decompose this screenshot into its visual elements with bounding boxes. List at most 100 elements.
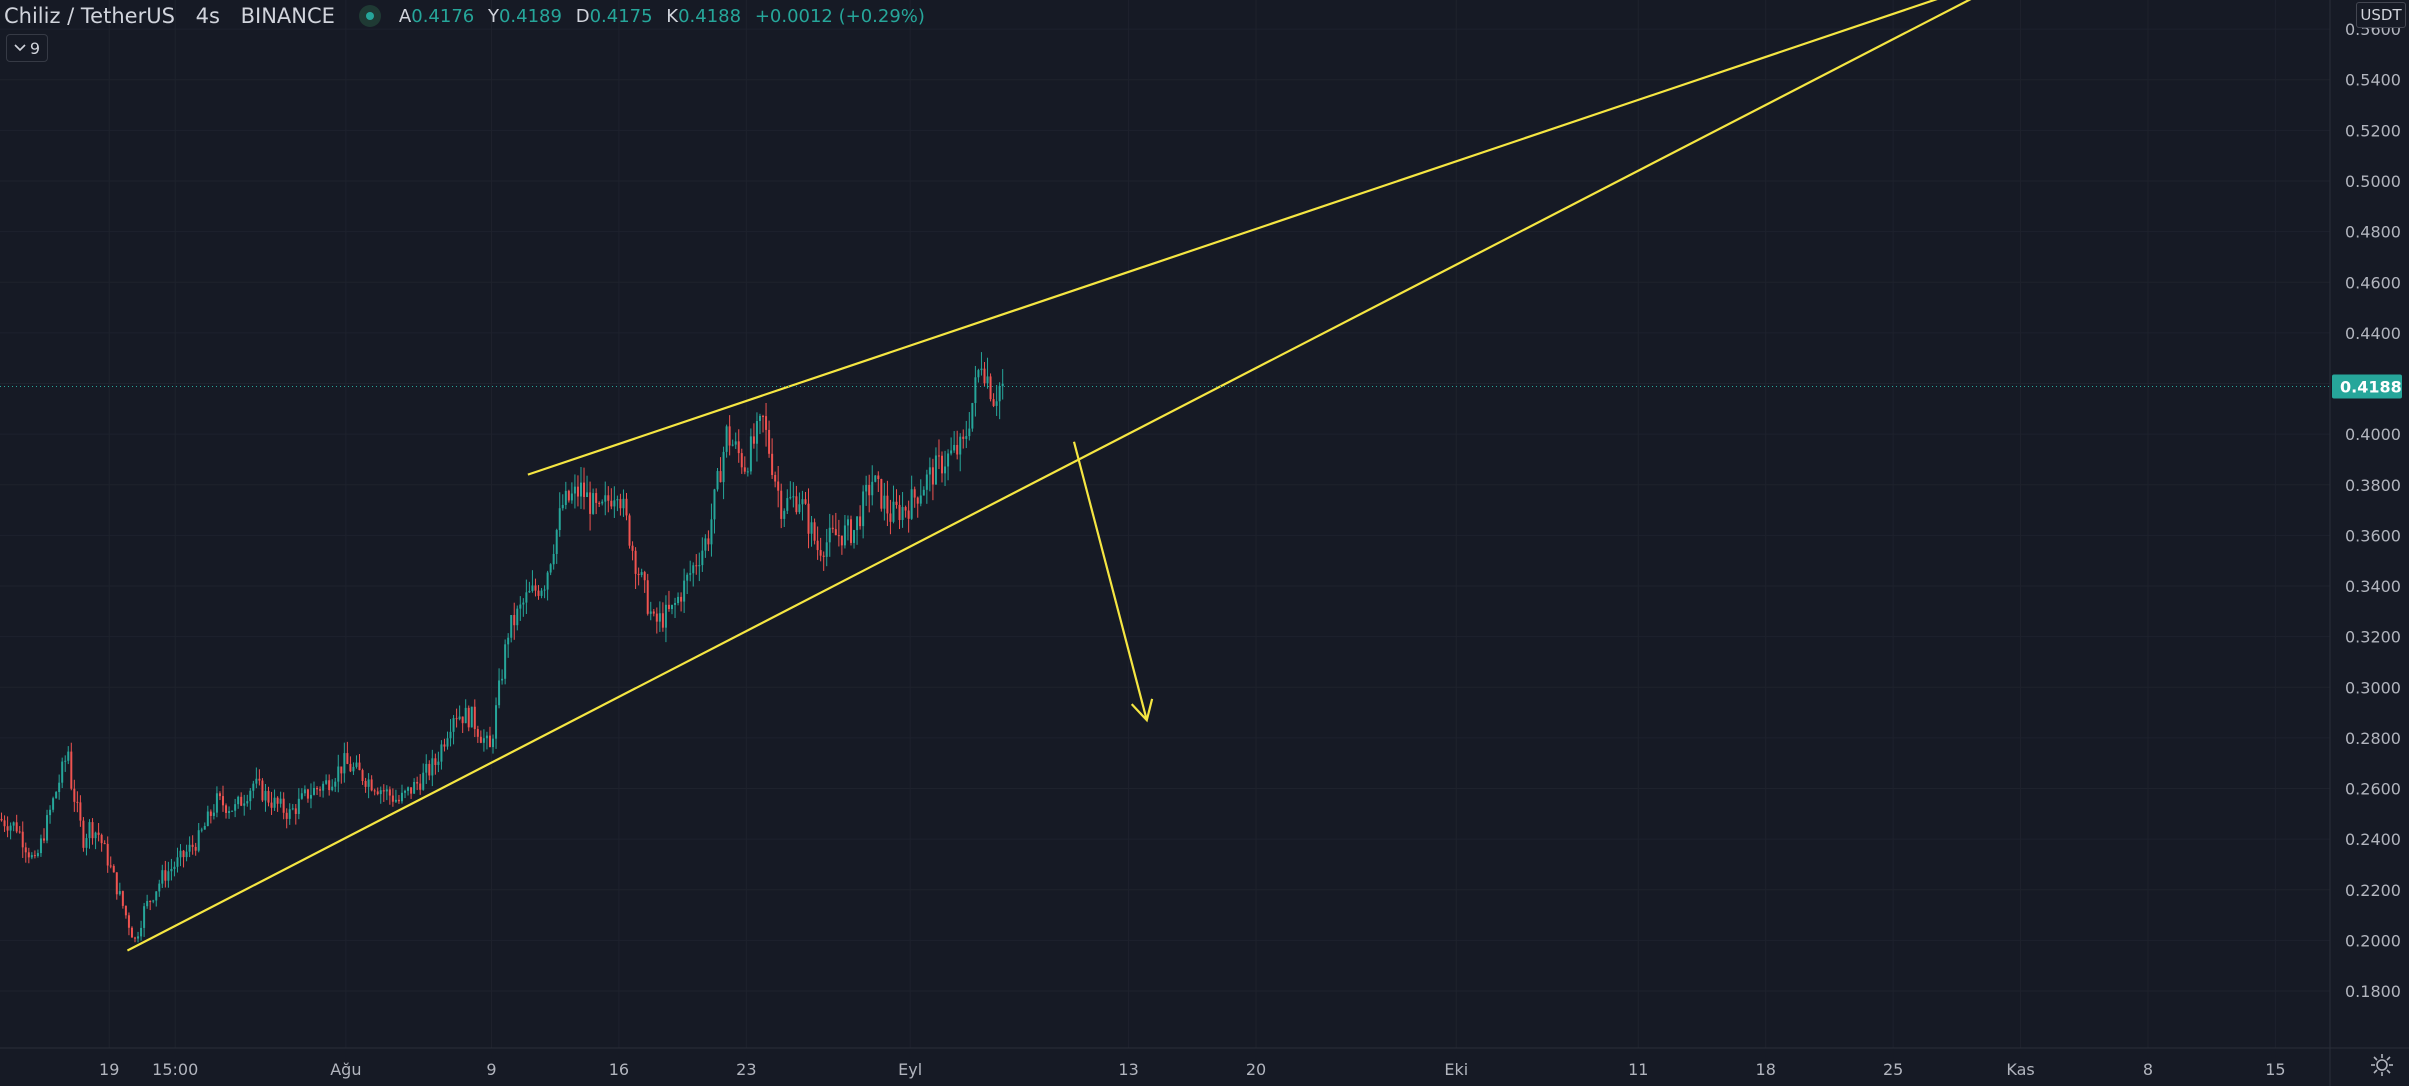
candle-body (674, 602, 677, 605)
candle-body (989, 376, 992, 400)
candle-body (352, 766, 355, 772)
candle-body (79, 802, 82, 821)
upper-resistance-line[interactable] (527, 0, 2021, 476)
candle-body (944, 466, 947, 474)
candle-body (725, 426, 728, 452)
candle-body (9, 825, 12, 831)
candle-body (913, 489, 916, 498)
candle-body (652, 611, 655, 614)
candle-body (746, 471, 749, 473)
candle-body (983, 368, 986, 384)
candle-body (130, 927, 133, 938)
candle-body (492, 738, 495, 748)
candle-body (203, 825, 206, 830)
candle-body (85, 838, 88, 848)
last-price-label: 0.4188 (2340, 378, 2402, 397)
candle-body (161, 870, 164, 884)
candle-body (613, 500, 616, 507)
candle-body (677, 596, 680, 603)
low-value: 0.4175 (589, 5, 653, 27)
candle-body (325, 780, 328, 784)
candle-body (112, 865, 115, 873)
candle-body (276, 797, 279, 804)
candle-body (476, 729, 479, 737)
candle-body (473, 706, 476, 730)
candle-body (743, 467, 746, 472)
gear-icon[interactable] (2369, 1052, 2395, 1078)
candle-body (947, 453, 950, 467)
x-tick-label: 15 (2265, 1060, 2285, 1079)
candle-body (46, 815, 49, 841)
candle-body (589, 492, 592, 514)
candle-body (121, 891, 124, 906)
candle-body (100, 834, 103, 844)
candle-body (576, 486, 579, 497)
candle-body (234, 804, 237, 811)
candle-body (143, 906, 146, 928)
candle-body (998, 386, 1001, 402)
candle-body (762, 415, 765, 417)
candle-body (719, 471, 722, 483)
drawings[interactable] (126, 0, 2021, 952)
candle-body (837, 535, 840, 537)
candle-body (152, 900, 155, 902)
candle-body (91, 822, 94, 839)
candle-body (431, 758, 434, 776)
market-status-icon (358, 5, 381, 27)
candle-body (549, 564, 552, 573)
candle-body (934, 455, 937, 485)
candle-body (877, 475, 880, 480)
candle-body (758, 415, 761, 422)
ohlc-values: A0.4176 Y0.4189 D0.4175 K0.4188 +0.0012 … (399, 6, 933, 27)
candle-body (394, 799, 397, 802)
high-value: 0.4189 (498, 5, 562, 27)
symbol-title[interactable]: Chiliz / TetherUS 4s BINANCE (4, 4, 349, 28)
candle-body (400, 792, 403, 802)
close-key: K (666, 5, 679, 27)
candle-body (464, 707, 467, 724)
candle-body (922, 489, 925, 496)
candle-body (822, 555, 825, 557)
candle-body (316, 787, 319, 790)
currency-button[interactable]: USDT (2356, 2, 2406, 28)
candle-body (173, 866, 176, 869)
candle-body (856, 516, 859, 531)
candle-body (655, 613, 658, 622)
candle-body (731, 444, 734, 446)
candle-body (907, 510, 910, 519)
candle-body (285, 812, 288, 819)
candle-body (528, 590, 531, 593)
candle-body (616, 499, 619, 501)
indicators-toggle-button[interactable]: 9 (6, 34, 48, 62)
candle-body (728, 426, 731, 446)
candle-body (522, 602, 525, 605)
candle-body (382, 790, 385, 792)
y-tick-label: 0.5000 (2345, 172, 2401, 191)
candle-body (971, 403, 974, 429)
candle-body (637, 573, 640, 576)
candle-body (240, 796, 243, 806)
x-tick-label: 13 (1118, 1060, 1138, 1079)
bearish-arrow[interactable] (1072, 441, 1148, 721)
y-tick-label: 0.1800 (2345, 982, 2401, 1001)
candle-body (634, 550, 637, 574)
candle-body (670, 604, 673, 610)
x-tick-label: Kas (2006, 1060, 2034, 1079)
candle-body (36, 853, 39, 856)
candle-body (404, 790, 407, 793)
candle-body (540, 590, 543, 596)
candle-body (231, 810, 234, 812)
change-value: +0.0012 (+0.29%) (754, 5, 925, 27)
lower-support-line[interactable] (126, 0, 2020, 952)
candle-body (519, 604, 522, 609)
candle-body (170, 868, 173, 872)
candle-body (467, 707, 470, 728)
candle-body (661, 613, 664, 628)
candle-body (780, 490, 783, 519)
candle-body (801, 499, 804, 505)
candle-body (640, 572, 643, 576)
candle-body (880, 479, 883, 509)
candles (0, 352, 1004, 943)
